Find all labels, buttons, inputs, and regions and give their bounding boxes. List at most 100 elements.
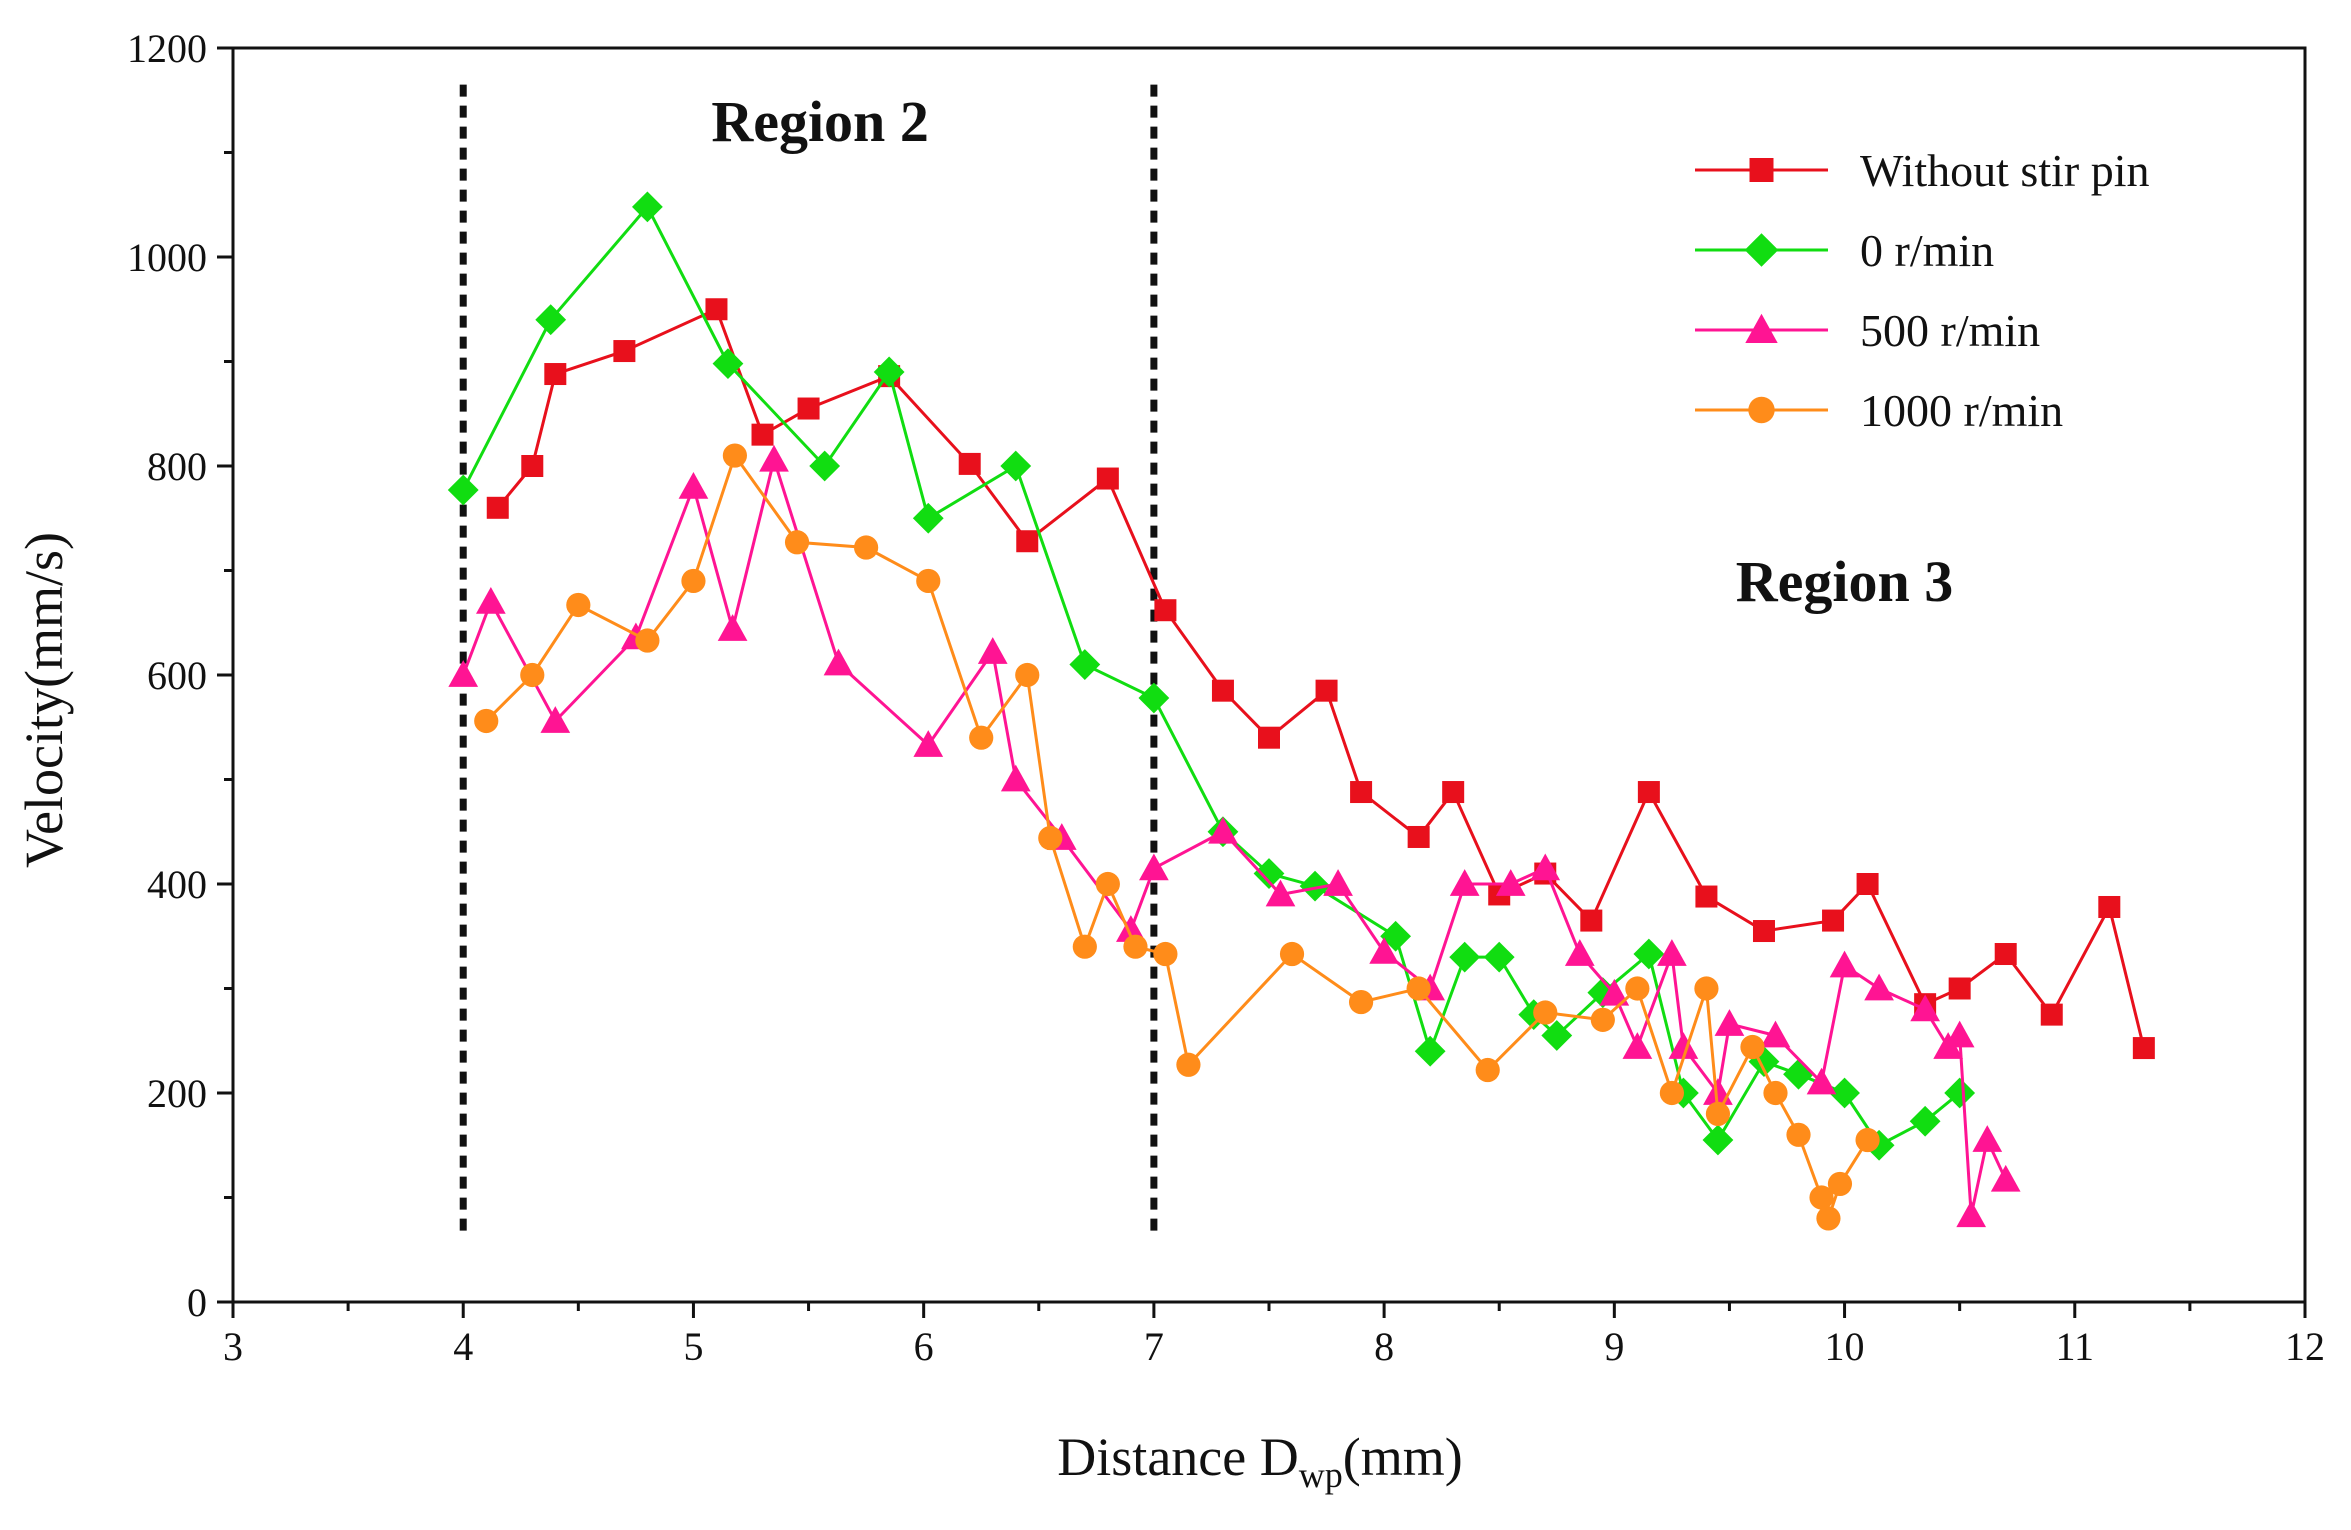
x-axis-title-subscript: wp	[1299, 1455, 1343, 1495]
data-point-without-stir-pin	[1258, 726, 1280, 749]
data-point-0-r-min	[1633, 938, 1665, 970]
data-point-1000-r-min	[1659, 1080, 1684, 1106]
data-point-0-r-min	[873, 356, 905, 388]
data-point-500-r-min	[1530, 853, 1561, 881]
data-point-0-r-min	[1944, 1077, 1976, 1109]
data-point-500-r-min	[823, 648, 854, 676]
data-point-without-stir-pin	[2132, 1037, 2155, 1060]
data-point-500-r-min	[475, 587, 506, 614]
axis-ticks: 3 4 5 6 7 8 9 10 11 12 0 200 400 600 800 1000 1200	[127, 26, 2325, 1369]
region-divider-lines	[459, 84, 1158, 1240]
data-point-1000-r-min	[520, 662, 545, 688]
data-point-1000-r-min	[681, 568, 706, 594]
y-tick-label: 1000	[127, 235, 207, 280]
data-point-1000-r-min	[1038, 825, 1063, 851]
x-tick-label: 11	[2056, 1324, 2095, 1369]
x-axis-title-main: Distance D	[1057, 1427, 1298, 1487]
data-point-without-stir-pin	[1211, 679, 1234, 702]
y-tick-label: 600	[147, 653, 207, 698]
data-point-500-r-min	[1657, 939, 1687, 966]
data-point-without-stir-pin	[613, 340, 636, 363]
data-point-0-r-min	[1829, 1077, 1860, 1109]
data-point-without-stir-pin	[1637, 781, 1660, 804]
data-point-500-r-min	[1668, 1032, 1699, 1059]
y-tick-label: 1200	[127, 26, 207, 71]
y-tick-label: 800	[147, 444, 207, 489]
data-point-1000-r-min	[1095, 871, 1120, 897]
data-point-0-r-min	[1414, 1035, 1446, 1067]
data-point-without-stir-pin	[1994, 943, 2017, 966]
data-point-without-stir-pin	[1752, 920, 1775, 943]
data-point-1000-r-min	[1533, 1000, 1558, 1025]
data-point-1000-r-min	[1816, 1206, 1841, 1231]
data-point-without-stir-pin	[1948, 977, 1971, 1000]
data-point-without-stir-pin	[1096, 467, 1119, 490]
data-point-1000-r-min	[1072, 934, 1097, 959]
data-point-500-r-min	[1622, 1032, 1653, 1059]
x-tick-label: 3	[223, 1324, 243, 1369]
legend-marker	[1744, 233, 1779, 267]
data-point-without-stir-pin	[544, 363, 567, 386]
data-point-0-r-min	[809, 450, 841, 482]
data-point-1000-r-min	[1406, 976, 1431, 1001]
data-point-500-r-min	[1449, 869, 1480, 896]
data-point-0-r-min	[1702, 1124, 1734, 1156]
data-point-500-r-min	[540, 706, 571, 733]
x-tick-label: 6	[914, 1324, 934, 1369]
data-point-0-r-min	[1138, 682, 1170, 714]
data-point-without-stir-pin	[1407, 825, 1430, 848]
data-point-without-stir-pin	[958, 452, 981, 475]
data-point-1000-r-min	[1279, 941, 1305, 967]
data-point-1000-r-min	[1809, 1185, 1834, 1210]
legend-item-0-r-min: 0 r/min	[1695, 225, 1994, 276]
legend: Without stir pin 0 r/min 500 r/min 1000 r/m…	[1695, 145, 2149, 436]
series-lines	[447, 191, 2155, 1231]
data-point-0-r-min	[447, 474, 479, 506]
x-tick-label: 8	[1374, 1324, 1394, 1369]
data-point-1000-r-min	[1123, 934, 1148, 959]
data-point-500-r-min	[448, 660, 479, 687]
data-point-1000-r-min	[1740, 1034, 1765, 1060]
region-label: Region 2	[711, 89, 929, 154]
data-point-1000-r-min	[1475, 1057, 1500, 1083]
data-point-0-r-min	[1783, 1058, 1814, 1090]
data-point-0-r-min	[1000, 450, 1032, 482]
legend-label: 1000 r/min	[1860, 385, 2063, 436]
data-point-0-r-min	[1069, 649, 1101, 680]
data-point-0-r-min	[912, 502, 944, 534]
data-point-1000-r-min	[1015, 662, 1040, 688]
data-point-500-r-min	[1829, 950, 1860, 978]
data-point-0-r-min	[712, 348, 744, 379]
data-point-500-r-min	[1599, 978, 1630, 1006]
data-point-1000-r-min	[1348, 989, 1374, 1015]
data-point-500-r-min	[717, 614, 748, 641]
data-point-500-r-min	[1944, 1020, 1975, 1048]
data-point-without-stir-pin	[751, 423, 774, 446]
data-point-500-r-min	[913, 730, 944, 757]
data-point-without-stir-pin	[1350, 781, 1373, 804]
y-tick-label: 200	[147, 1071, 207, 1116]
data-point-without-stir-pin	[2098, 895, 2121, 918]
data-point-0-r-min	[535, 304, 567, 336]
data-point-without-stir-pin	[2040, 1003, 2063, 1026]
data-point-0-r-min	[1253, 858, 1285, 889]
data-point-500-r-min	[977, 637, 1008, 664]
series-1000-r-min	[474, 443, 1880, 1231]
data-point-0-r-min	[632, 191, 663, 223]
region-label: Region 3	[1736, 549, 1954, 614]
data-point-500-r-min	[1000, 764, 1031, 792]
data-point-1000-r-min	[1176, 1052, 1201, 1077]
data-point-1000-r-min	[566, 592, 591, 618]
data-point-without-stir-pin	[1315, 679, 1338, 702]
legend-marker	[1749, 158, 1774, 182]
x-axis-title: Distance Dwp(mm)	[1057, 1427, 1462, 1495]
legend-label: 500 r/min	[1860, 305, 2040, 356]
data-point-1000-r-min	[1694, 976, 1719, 1001]
x-tick-label: 10	[1825, 1324, 1865, 1369]
data-point-0-r-min	[1299, 870, 1331, 902]
data-point-500-r-min	[1495, 869, 1526, 896]
x-tick-label: 4	[453, 1324, 473, 1369]
data-point-1000-r-min	[784, 530, 810, 555]
data-point-500-r-min	[1564, 939, 1595, 966]
